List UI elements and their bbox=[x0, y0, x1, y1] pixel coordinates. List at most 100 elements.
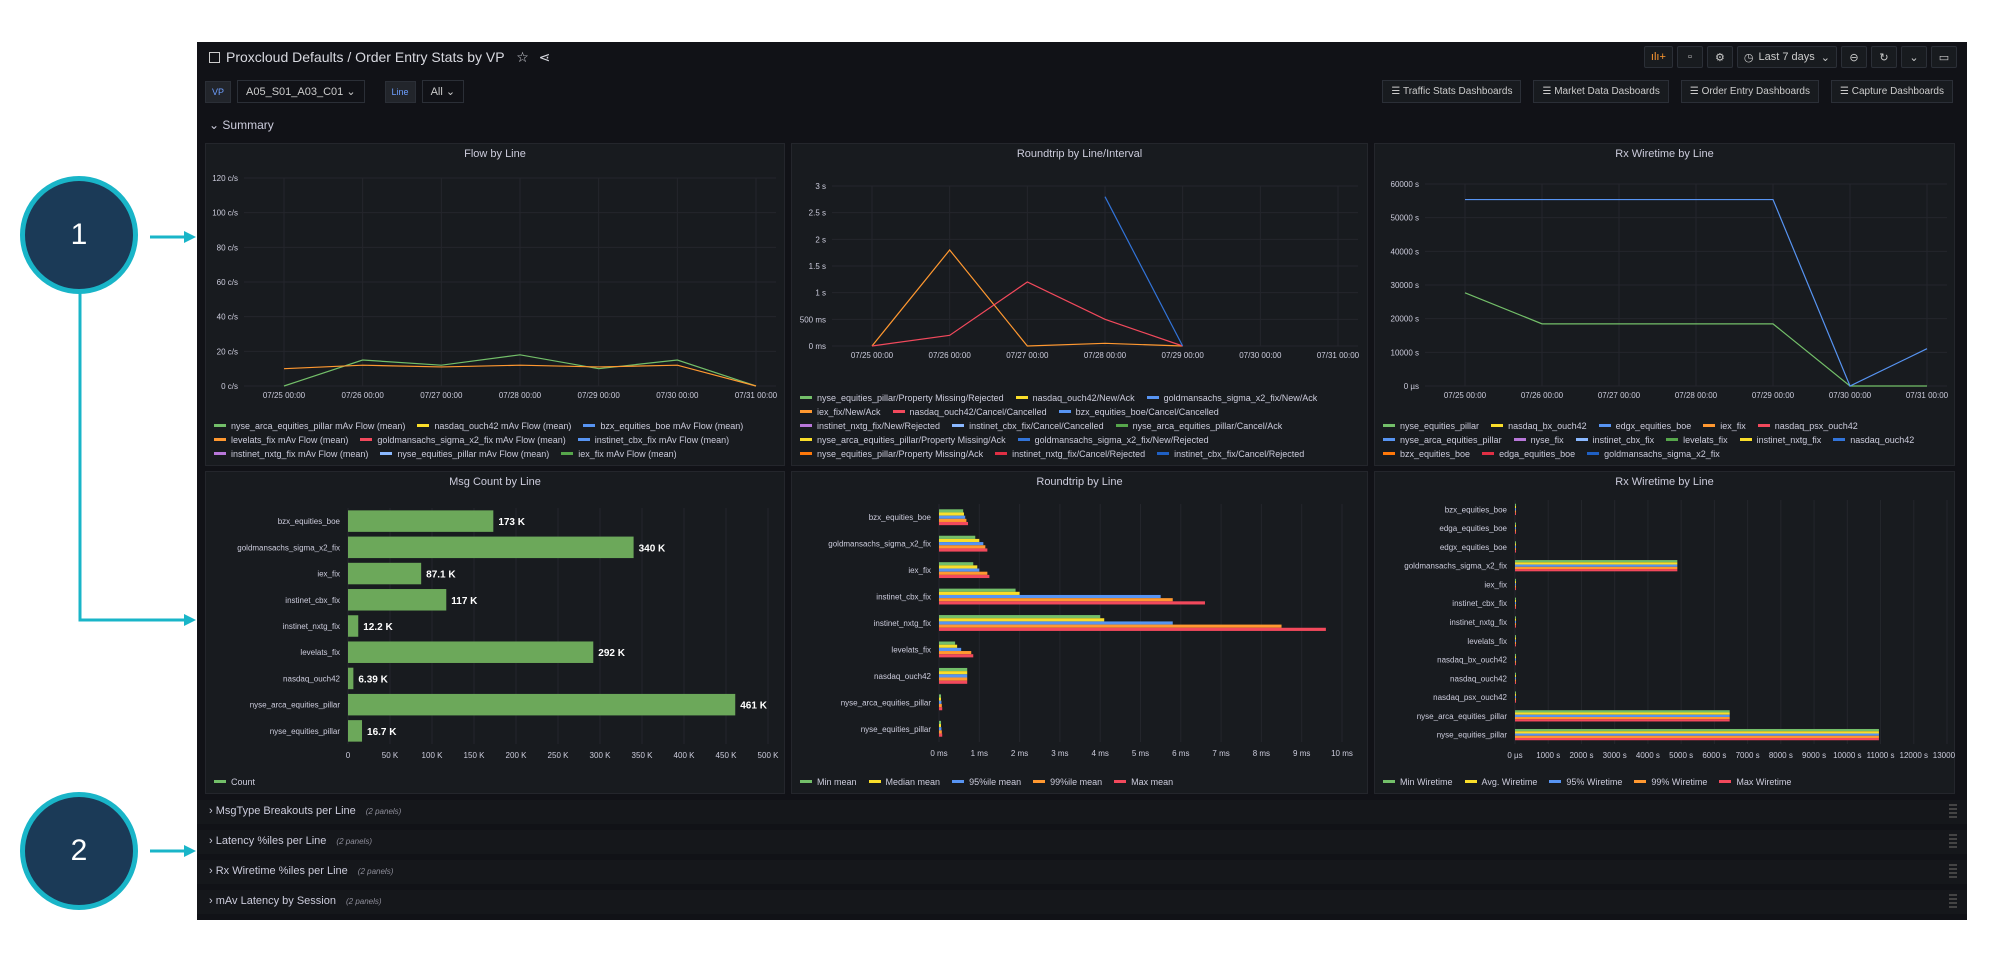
legend-item[interactable]: instinet_nxtg_fix/Cancel/Rejected bbox=[995, 447, 1145, 461]
bar-value-label: 292 K bbox=[598, 648, 625, 659]
legend-item[interactable]: edgx_equities_boe bbox=[1598, 419, 1691, 433]
dashboards-grid-icon[interactable] bbox=[209, 52, 220, 63]
drag-handle-icon[interactable] bbox=[1949, 864, 1957, 878]
legend-item[interactable]: Min Wiretime bbox=[1383, 775, 1453, 789]
x-tick-label: 07/27 00:00 bbox=[1598, 391, 1641, 400]
legend-item[interactable]: bzx_equities_boe mAv Flow (mean) bbox=[583, 419, 743, 433]
star-icon[interactable]: ☆ bbox=[516, 49, 529, 65]
legend-item[interactable]: iex_fix bbox=[1703, 419, 1746, 433]
legend-item[interactable]: instinet_nxtg_fix mAv Flow (mean) bbox=[214, 447, 368, 461]
legend-item[interactable]: nasdaq_ouch42/New/Ack bbox=[1015, 391, 1135, 405]
legend-item[interactable]: goldmansachs_sigma_x2_fix bbox=[1587, 447, 1720, 461]
legend-item[interactable]: nyse_equities_pillar bbox=[1383, 419, 1479, 433]
save-button[interactable]: ▫ bbox=[1676, 46, 1703, 68]
legend-item[interactable]: instinet_cbx_fix/Cancel/Cancelled bbox=[952, 419, 1104, 433]
variable-select-line[interactable]: All ⌄ bbox=[421, 80, 465, 103]
zoom-out-button[interactable]: ⊖ bbox=[1841, 46, 1867, 68]
category-label: edgx_equities_boe bbox=[1440, 543, 1508, 552]
category-label: instinet_nxtg_fix bbox=[283, 622, 340, 631]
legend-swatch bbox=[214, 438, 226, 441]
legend-item[interactable]: instinet_cbx_fix bbox=[1575, 433, 1654, 447]
legend-label: nasdaq_ouch42/New/Ack bbox=[1032, 393, 1135, 403]
bar bbox=[939, 697, 942, 701]
legend-item[interactable]: Count bbox=[214, 775, 255, 789]
y-tick-label: 80 c/s bbox=[217, 243, 238, 252]
refresh-button[interactable]: ↻ bbox=[1871, 46, 1897, 68]
legend-item[interactable]: nasdaq_bx_ouch42 bbox=[1491, 419, 1587, 433]
legend-item[interactable]: Avg. Wiretime bbox=[1464, 775, 1537, 789]
legend-item[interactable]: nyse_equities_pillar/Property Missing/Re… bbox=[800, 391, 1004, 405]
bar bbox=[1515, 550, 1516, 553]
legend-item[interactable]: instinet_nxtg_fix/New/Rejected bbox=[800, 419, 940, 433]
bar bbox=[939, 545, 986, 549]
link-order-entry[interactable]: ☰ Order Entry Dashboards bbox=[1680, 80, 1819, 103]
row-rx-wiretime-iles[interactable]: › Rx Wiretime %iles per Line (2 panels) bbox=[197, 860, 1967, 884]
settings-gear-button[interactable]: ⚙ bbox=[1706, 46, 1733, 68]
legend-label: nyse_arca_equities_pillar bbox=[1400, 435, 1502, 445]
legend-item[interactable]: nasdaq_psx_ouch42 bbox=[1757, 419, 1858, 433]
legend-item[interactable]: levelats_fix mAv Flow (mean) bbox=[214, 433, 348, 447]
legend-item[interactable]: instinet_cbx_fix mAv Flow (mean) bbox=[577, 433, 729, 447]
legend-item[interactable]: goldmansachs_sigma_x2_fix mAv Flow (mean… bbox=[360, 433, 566, 447]
bar bbox=[1515, 527, 1516, 530]
bar bbox=[939, 733, 943, 737]
legend-item[interactable]: bzx_equities_boe/Cancel/Cancelled bbox=[1058, 405, 1219, 419]
y-tick-label: 100 c/s bbox=[212, 209, 238, 218]
bar-value-label: 12.2 K bbox=[363, 622, 393, 633]
link-market-data[interactable]: ☰ Market Data Dasboards bbox=[1533, 80, 1669, 103]
legend-item[interactable]: nyse_arca_equities_pillar bbox=[1383, 433, 1502, 447]
legend-item[interactable]: 95%ile mean bbox=[952, 775, 1021, 789]
drag-handle-icon[interactable] bbox=[1949, 834, 1957, 848]
bar bbox=[1515, 564, 1678, 567]
legend-item[interactable]: nasdaq_ouch42 bbox=[1833, 433, 1914, 447]
drag-handle-icon[interactable] bbox=[1949, 894, 1957, 908]
variable-select-vp[interactable]: A05_S01_A03_C01 ⌄ bbox=[237, 80, 365, 103]
y-tick-label: 30000 s bbox=[1391, 281, 1419, 290]
drag-handle-icon[interactable] bbox=[1949, 804, 1957, 818]
legend-label: instinet_nxtg_fix bbox=[1756, 435, 1822, 445]
legend-item[interactable]: nyse_equities_pillar mAv Flow (mean) bbox=[380, 447, 549, 461]
breadcrumb-folder[interactable]: Proxcloud Defaults bbox=[226, 49, 344, 65]
refresh-interval-dropdown[interactable]: ⌄ bbox=[1901, 46, 1927, 68]
share-icon[interactable]: ⋖ bbox=[538, 49, 551, 65]
legend-item[interactable]: nyse_arca_equities_pillar mAv Flow (mean… bbox=[214, 419, 405, 433]
legend-item[interactable]: iex_fix/New/Ack bbox=[800, 405, 881, 419]
legend-item[interactable]: 99% Wiretime bbox=[1634, 775, 1707, 789]
legend-item[interactable]: bzx_equities_boe bbox=[1383, 447, 1470, 461]
y-tick-label: 120 c/s bbox=[212, 174, 238, 183]
legend-swatch bbox=[1383, 780, 1395, 783]
legend-item[interactable]: nyse_fix bbox=[1513, 433, 1564, 447]
legend-item[interactable]: 95% Wiretime bbox=[1549, 775, 1622, 789]
legend-item[interactable]: goldmansachs_sigma_x2_fix/New/Ack bbox=[1146, 391, 1317, 405]
legend-item[interactable]: Max Wiretime bbox=[1719, 775, 1791, 789]
legend-item[interactable]: nasdaq_ouch42/Cancel/Cancelled bbox=[892, 405, 1047, 419]
legend-item[interactable]: nyse_equities_pillar/Property Missing/Ac… bbox=[800, 447, 983, 461]
time-range-picker[interactable]: ◷ Last 7 days ⌄ bbox=[1736, 46, 1837, 68]
x-tick-label: 07/29 00:00 bbox=[578, 391, 621, 400]
legend-item[interactable]: instinet_nxtg_fix bbox=[1739, 433, 1822, 447]
row-mav-latency-session[interactable]: › mAv Latency by Session (2 panels) bbox=[197, 890, 1967, 914]
legend-item[interactable]: Median mean bbox=[868, 775, 940, 789]
link-capture[interactable]: ☰ Capture Dashboards bbox=[1830, 80, 1953, 103]
legend-item[interactable]: nyse_arca_equities_pillar/Cancel/Ack bbox=[1115, 419, 1283, 433]
legend-item[interactable]: Max mean bbox=[1114, 775, 1173, 789]
legend-item[interactable]: 99%ile mean bbox=[1033, 775, 1102, 789]
legend-item[interactable]: Min mean bbox=[800, 775, 857, 789]
chevron-right-icon: › bbox=[209, 895, 213, 907]
add-panel-button[interactable]: ılı+ bbox=[1643, 46, 1673, 68]
legend-item[interactable]: iex_fix mAv Flow (mean) bbox=[561, 447, 677, 461]
row-summary[interactable]: ⌄ Summary bbox=[209, 118, 274, 132]
bar bbox=[1515, 693, 1516, 696]
legend-label: nyse_arca_equities_pillar/Cancel/Ack bbox=[1132, 421, 1283, 431]
legend-item[interactable]: nyse_arca_equities_pillar/Property Missi… bbox=[800, 433, 1006, 447]
legend-item[interactable]: goldmansachs_sigma_x2_fix/New/Rejected bbox=[1017, 433, 1209, 447]
tv-mode-button[interactable]: ▭ bbox=[1931, 46, 1957, 68]
link-traffic-stats[interactable]: ☰ Traffic Stats Dashboards bbox=[1382, 80, 1522, 103]
legend-item[interactable]: edga_equities_boe bbox=[1482, 447, 1575, 461]
row-latency-iles[interactable]: › Latency %iles per Line (2 panels) bbox=[197, 830, 1967, 854]
x-tick-label: 07/27 00:00 bbox=[420, 391, 463, 400]
legend-item[interactable]: nasdaq_ouch42 mAv Flow (mean) bbox=[417, 419, 571, 433]
row-msgtype-breakouts[interactable]: › MsgType Breakouts per Line (2 panels) bbox=[197, 800, 1967, 824]
legend-item[interactable]: instinet_cbx_fix/Cancel/Rejected bbox=[1157, 447, 1304, 461]
legend-item[interactable]: levelats_fix bbox=[1666, 433, 1728, 447]
